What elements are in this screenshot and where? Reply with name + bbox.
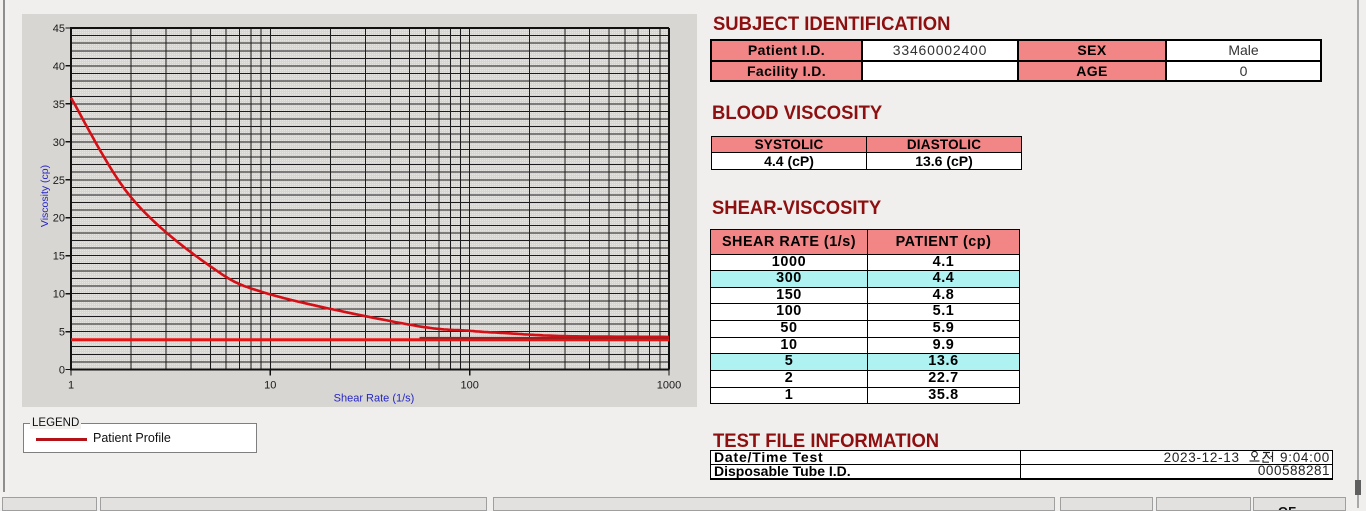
svg-text:1000: 1000: [657, 380, 681, 392]
svg-text:10: 10: [53, 289, 65, 301]
svg-text:45: 45: [53, 23, 65, 35]
svg-text:30: 30: [53, 137, 65, 149]
svg-text:25: 25: [53, 175, 65, 187]
svg-text:Shear Rate (1/s): Shear Rate (1/s): [334, 393, 415, 405]
svg-text:5: 5: [59, 327, 65, 339]
svg-text:15: 15: [53, 251, 65, 263]
svg-text:10: 10: [264, 380, 276, 392]
svg-text:0: 0: [59, 365, 65, 377]
svg-text:Viscosity (cp): Viscosity (cp): [39, 165, 51, 227]
svg-text:40: 40: [53, 61, 65, 73]
svg-text:20: 20: [53, 213, 65, 225]
svg-text:100: 100: [461, 380, 479, 392]
svg-text:1: 1: [68, 380, 74, 392]
svg-text:35: 35: [53, 99, 65, 111]
